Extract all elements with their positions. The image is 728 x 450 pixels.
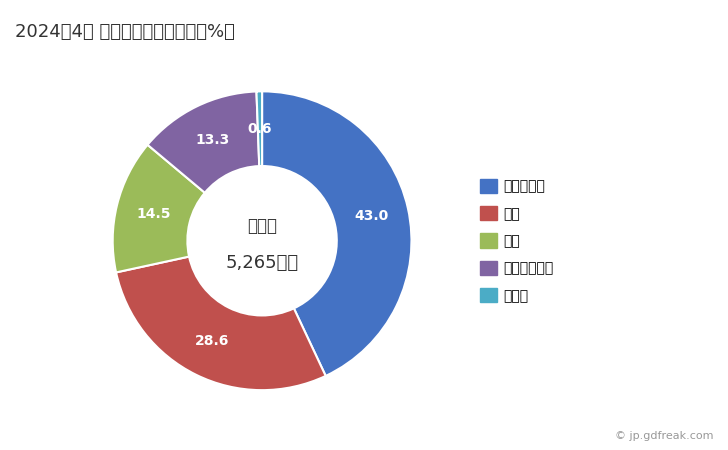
Wedge shape [148,91,259,193]
Text: 43.0: 43.0 [355,209,389,223]
Wedge shape [116,256,325,390]
Text: 総　額: 総 額 [247,217,277,235]
Text: 13.3: 13.3 [196,133,230,147]
Text: 14.5: 14.5 [136,207,170,221]
Wedge shape [256,91,262,166]
Text: 5,265万円: 5,265万円 [226,254,298,272]
Wedge shape [262,91,411,376]
Legend: マレーシア, 米国, タイ, インドネシア, その他: マレーシア, 米国, タイ, インドネシア, その他 [475,173,559,308]
Text: 28.6: 28.6 [195,334,229,348]
Text: © jp.gdfreak.com: © jp.gdfreak.com [615,431,713,441]
Text: 0.6: 0.6 [248,122,272,136]
Text: 2024年4月 輸出相手国のシェア（%）: 2024年4月 輸出相手国のシェア（%） [15,22,234,40]
Wedge shape [113,145,205,272]
